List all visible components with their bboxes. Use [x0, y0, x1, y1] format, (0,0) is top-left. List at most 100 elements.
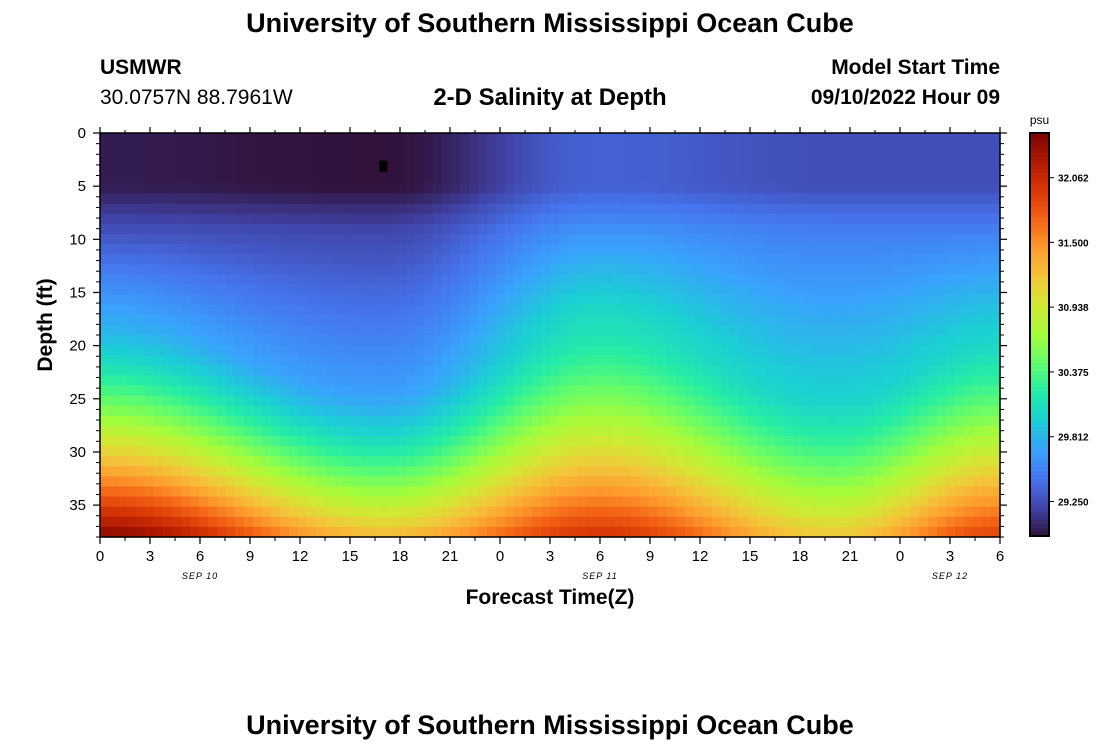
heatmap-cell: [532, 223, 542, 235]
heatmap-cell: [640, 365, 650, 376]
heatmap-cell: [928, 203, 938, 215]
heatmap-cell: [118, 324, 128, 336]
heatmap-cell: [325, 405, 335, 417]
heatmap-cell: [883, 375, 893, 387]
heatmap-cell: [496, 476, 506, 488]
heatmap-cell: [991, 244, 1001, 255]
heatmap-cell: [739, 183, 749, 195]
heatmap-cell: [964, 324, 974, 336]
heatmap-cell: [928, 466, 938, 477]
heatmap-cell: [208, 466, 218, 477]
heatmap-cell: [847, 526, 857, 538]
heatmap-cell: [163, 476, 173, 488]
heatmap-cell: [784, 314, 794, 326]
heatmap-cell: [757, 375, 767, 387]
heatmap-cell: [397, 476, 407, 488]
heatmap-cell: [973, 496, 983, 508]
heatmap-cell: [244, 506, 254, 518]
colorbar-segment: [1030, 467, 1049, 473]
heatmap-cell: [505, 476, 515, 488]
heatmap-cell: [793, 304, 803, 316]
heatmap-cell: [658, 264, 668, 275]
heatmap-cell: [388, 456, 398, 467]
heatmap-cell: [946, 274, 956, 286]
heatmap-cell: [127, 203, 137, 215]
heatmap-cell: [118, 163, 128, 174]
heatmap-cell: [541, 345, 551, 356]
heatmap-cell: [244, 304, 254, 316]
heatmap-cell: [118, 446, 128, 457]
heatmap-cell: [298, 223, 308, 235]
heatmap-cell: [550, 365, 560, 376]
heatmap-cell: [613, 365, 623, 376]
heatmap-cell: [622, 496, 632, 508]
heatmap-cell: [847, 466, 857, 477]
heatmap-cell: [784, 345, 794, 356]
heatmap-cell: [415, 335, 425, 346]
heatmap-cell: [838, 446, 848, 457]
heatmap-cell: [280, 183, 290, 195]
heatmap-cell: [388, 415, 398, 427]
heatmap-cell: [559, 234, 569, 245]
heatmap-cell: [469, 274, 479, 286]
heatmap-cell: [334, 183, 344, 195]
heatmap-cell: [190, 486, 200, 498]
heatmap-cell: [442, 223, 452, 235]
heatmap-cell: [235, 254, 245, 265]
heatmap-cell: [505, 446, 515, 457]
colorbar-segment: [1030, 527, 1049, 533]
colorbar-segment: [1030, 157, 1049, 162]
colorbar-segment: [1030, 181, 1049, 186]
heatmap-cell: [937, 183, 947, 195]
heatmap-cell: [703, 173, 713, 185]
heatmap-cell: [622, 183, 632, 195]
heatmap-cell: [649, 213, 659, 225]
heatmap-cell: [649, 385, 659, 397]
heatmap-cell: [289, 264, 299, 275]
heatmap-cell: [919, 436, 929, 447]
heatmap-cell: [901, 324, 911, 336]
heatmap-cell: [433, 274, 443, 286]
heatmap-cell: [676, 133, 686, 144]
y-tick-label: 15: [69, 284, 86, 301]
heatmap-cell: [352, 274, 362, 286]
heatmap-cell: [190, 425, 200, 437]
heatmap-cell: [298, 274, 308, 286]
heatmap-cell: [604, 143, 614, 154]
heatmap-cell: [937, 395, 947, 407]
heatmap-cell: [514, 213, 524, 225]
colorbar-segment: [1030, 274, 1049, 279]
heatmap-cell: [991, 456, 1001, 467]
heatmap-cell: [622, 385, 632, 397]
heatmap-cell: [577, 425, 587, 437]
heatmap-cell: [910, 294, 920, 306]
heatmap-cell: [244, 274, 254, 286]
colorbar-segment: [1030, 471, 1049, 477]
heatmap-cell: [685, 284, 695, 296]
heatmap-cell: [253, 526, 263, 538]
heatmap-cell: [775, 314, 785, 326]
heatmap-cell: [910, 466, 920, 477]
heatmap-cell: [361, 193, 371, 205]
heatmap-cell: [361, 274, 371, 286]
heatmap-cell: [406, 486, 416, 498]
heatmap-cell: [280, 456, 290, 467]
heatmap-cell: [784, 516, 794, 528]
heatmap-cell: [865, 274, 875, 286]
heatmap-cell: [271, 425, 281, 437]
heatmap-cell: [766, 274, 776, 286]
heatmap-cell: [955, 335, 965, 346]
heatmap-cell: [478, 456, 488, 467]
heatmap-cell: [955, 314, 965, 326]
colorbar-segment: [1030, 221, 1049, 227]
heatmap-cell: [523, 143, 533, 154]
heatmap-cell: [955, 193, 965, 205]
heatmap-cell: [685, 425, 695, 437]
heatmap-cell: [577, 345, 587, 356]
heatmap-cell: [847, 385, 857, 397]
heatmap-cell: [334, 223, 344, 235]
heatmap-cell: [838, 395, 848, 407]
heatmap-cell: [847, 496, 857, 508]
heatmap-cell: [991, 446, 1001, 457]
heatmap-cell: [649, 395, 659, 407]
